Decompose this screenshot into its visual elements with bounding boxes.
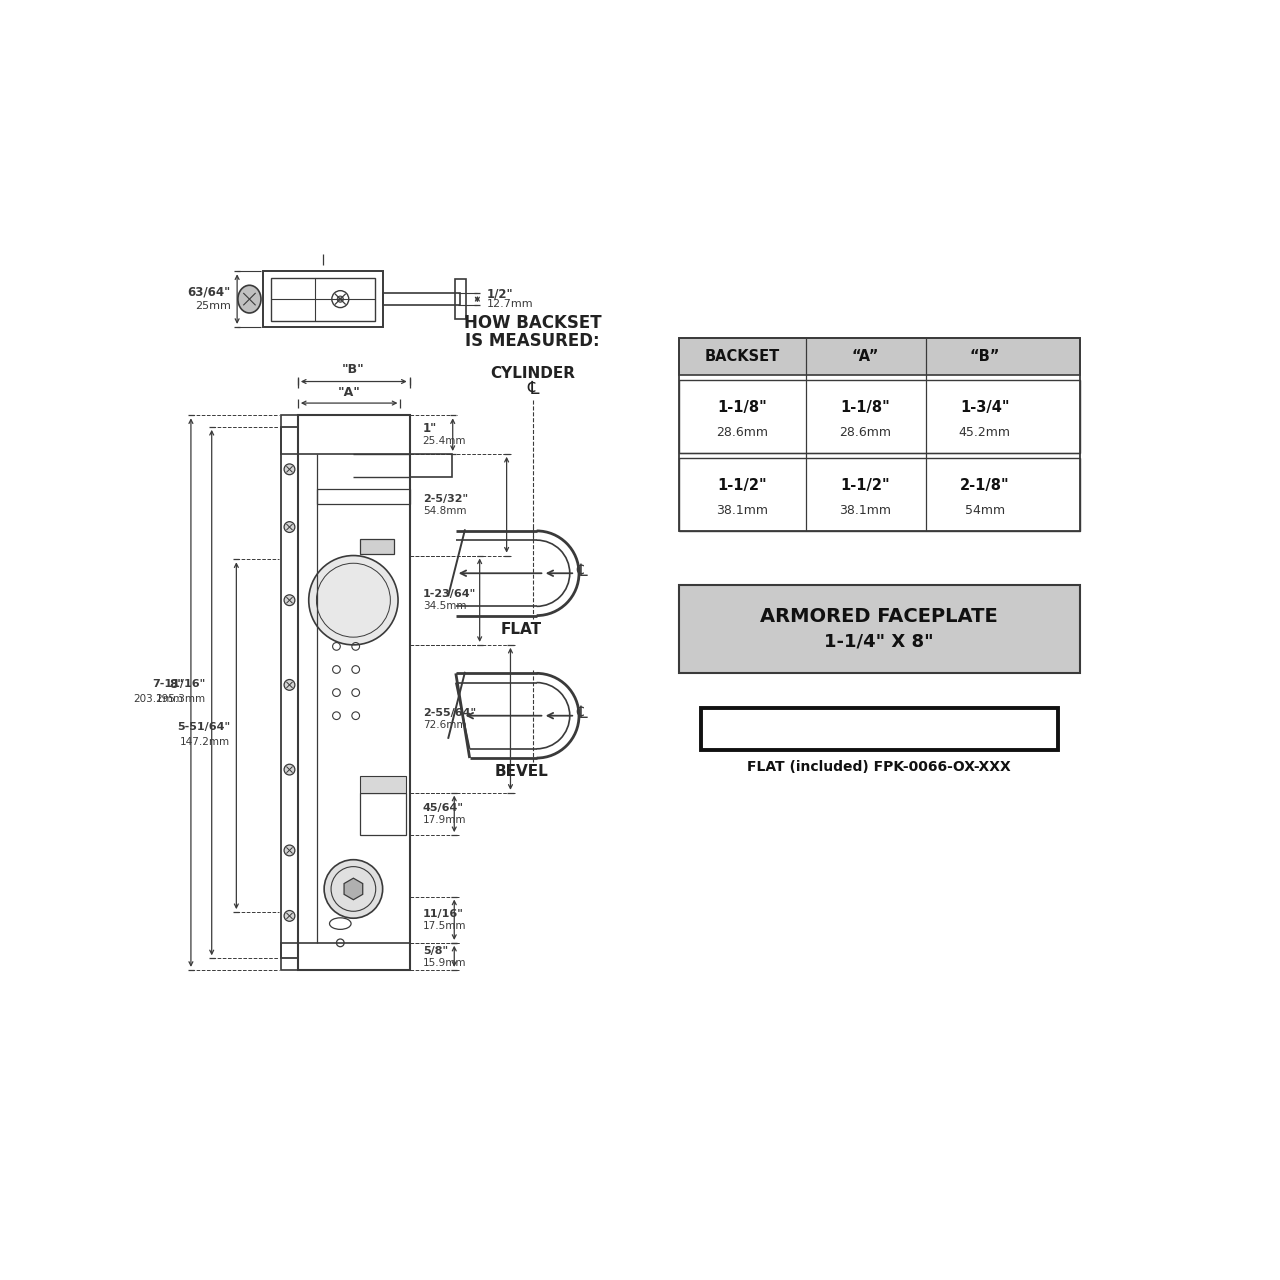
Text: 17.5mm: 17.5mm — [422, 920, 466, 931]
Circle shape — [284, 680, 294, 690]
Text: “A”: “A” — [851, 349, 879, 365]
Text: 25.4mm: 25.4mm — [422, 435, 466, 445]
Text: ℄: ℄ — [527, 380, 539, 398]
Text: 45/64": 45/64" — [422, 803, 463, 813]
Text: 1-1/2": 1-1/2" — [717, 477, 767, 493]
Text: IS MEASURED:: IS MEASURED: — [466, 333, 600, 351]
Text: 1-1/2": 1-1/2" — [841, 477, 891, 493]
Circle shape — [284, 463, 294, 475]
Text: FLAT (included) FPK-0066-OX-XXX: FLAT (included) FPK-0066-OX-XXX — [748, 760, 1011, 774]
Bar — [680, 338, 1079, 375]
Text: CYLINDER: CYLINDER — [490, 366, 575, 380]
Bar — [282, 943, 410, 970]
Bar — [410, 454, 452, 477]
Bar — [680, 458, 1079, 531]
Text: 1-1/8": 1-1/8" — [841, 401, 891, 415]
Text: 25mm: 25mm — [195, 301, 230, 311]
Circle shape — [284, 764, 294, 774]
Bar — [680, 380, 1079, 453]
Bar — [700, 708, 1059, 750]
Text: 28.6mm: 28.6mm — [717, 426, 768, 439]
Text: 28.6mm: 28.6mm — [840, 426, 891, 439]
Text: 38.1mm: 38.1mm — [717, 504, 768, 517]
Bar — [317, 489, 410, 504]
Text: 11/16": 11/16" — [422, 909, 463, 919]
Text: 203.2mm: 203.2mm — [133, 694, 183, 704]
Bar — [383, 293, 460, 306]
Text: BEVEL: BEVEL — [494, 764, 548, 780]
Text: HOW BACKSET: HOW BACKSET — [463, 314, 602, 332]
Text: 12.7mm: 12.7mm — [486, 298, 534, 308]
Bar — [271, 278, 375, 321]
Circle shape — [284, 522, 294, 532]
Text: 63/64": 63/64" — [188, 285, 230, 298]
Text: 1/2": 1/2" — [486, 287, 513, 301]
Text: 38.1mm: 38.1mm — [840, 504, 891, 517]
Text: 1-1/4" X 8": 1-1/4" X 8" — [824, 632, 934, 650]
Text: 7-11/16": 7-11/16" — [152, 680, 206, 689]
Text: 195.3mm: 195.3mm — [155, 694, 206, 704]
Bar — [680, 585, 1079, 673]
Circle shape — [324, 860, 383, 918]
Text: 45.2mm: 45.2mm — [959, 426, 1011, 439]
Polygon shape — [344, 878, 362, 900]
Text: "B": "B" — [342, 362, 365, 376]
Bar — [454, 279, 466, 319]
Bar — [282, 428, 298, 959]
Text: 147.2mm: 147.2mm — [180, 737, 230, 746]
Text: "A": "A" — [338, 385, 360, 399]
Text: 2-1/8": 2-1/8" — [960, 477, 1010, 493]
Text: ℄: ℄ — [576, 704, 586, 722]
Text: 34.5mm: 34.5mm — [422, 602, 466, 612]
Bar — [360, 539, 394, 554]
Bar — [360, 792, 406, 835]
Text: 72.6mm: 72.6mm — [422, 719, 466, 730]
Circle shape — [284, 910, 294, 922]
Circle shape — [337, 296, 343, 302]
Text: 54mm: 54mm — [965, 504, 1005, 517]
Circle shape — [284, 845, 294, 856]
Text: “B”: “B” — [970, 349, 1000, 365]
Ellipse shape — [238, 285, 261, 314]
Text: ARMORED FACEPLATE: ARMORED FACEPLATE — [760, 607, 998, 626]
Bar — [360, 776, 406, 792]
Text: 1-3/4": 1-3/4" — [960, 401, 1010, 415]
Text: 8": 8" — [169, 677, 183, 691]
Text: 54.8mm: 54.8mm — [422, 506, 466, 516]
Text: 5-51/64": 5-51/64" — [177, 722, 230, 732]
Text: 17.9mm: 17.9mm — [422, 815, 466, 826]
Circle shape — [284, 595, 294, 605]
Text: 1": 1" — [422, 422, 436, 435]
Text: 15.9mm: 15.9mm — [422, 957, 466, 968]
Bar — [298, 416, 410, 970]
Text: 5/8": 5/8" — [422, 946, 448, 956]
Text: 1-1/8": 1-1/8" — [717, 401, 767, 415]
Text: 2-55/64": 2-55/64" — [422, 708, 476, 718]
Circle shape — [308, 556, 398, 645]
Bar — [282, 416, 410, 454]
Text: BACKSET: BACKSET — [704, 349, 780, 365]
Bar — [680, 338, 1079, 531]
Bar — [264, 271, 383, 326]
Text: 2-5/32": 2-5/32" — [422, 494, 467, 503]
Text: FLAT: FLAT — [500, 622, 541, 637]
Text: 1-23/64": 1-23/64" — [422, 589, 476, 599]
Text: ℄: ℄ — [576, 562, 586, 580]
